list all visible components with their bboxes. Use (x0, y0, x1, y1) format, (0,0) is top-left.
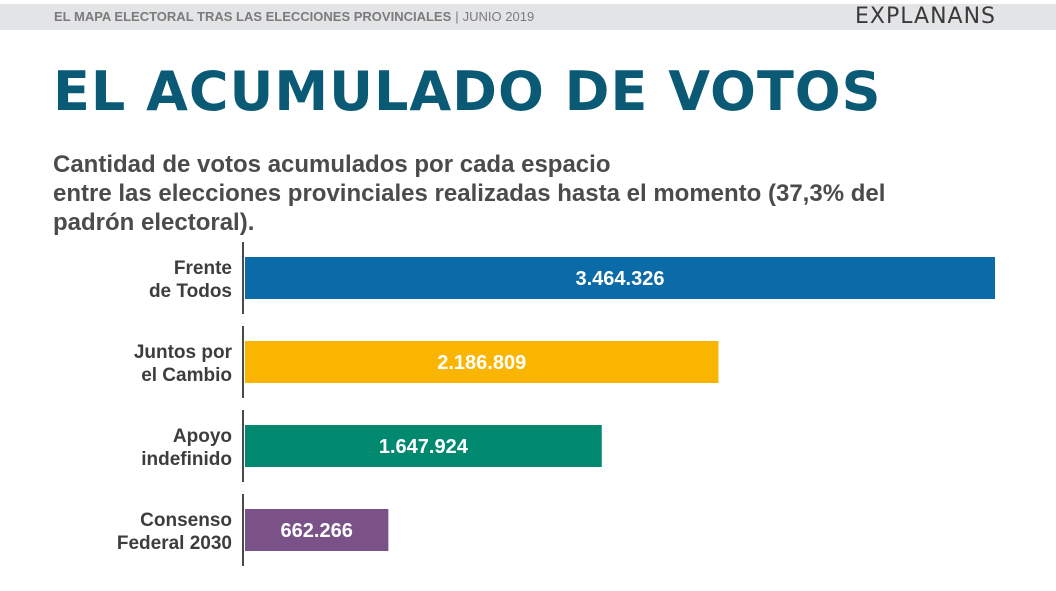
category-label: indefinido (141, 449, 232, 470)
category-label: Frente (174, 258, 232, 279)
subtitle-line-2: entre las elecciones provinciales realiz… (53, 180, 886, 207)
subtitle-line-3: padrón electoral). (53, 209, 255, 236)
section-header: EL MAPA ELECTORAL TRAS LAS ELECCIONES PR… (54, 4, 534, 30)
category-label: Juntos por (134, 342, 233, 363)
bar (245, 341, 719, 383)
brand-logo: EXPLANANS (855, 4, 996, 29)
category-label: Federal 2030 (117, 533, 232, 554)
bar (245, 509, 389, 551)
header-date: JUNIO 2019 (462, 9, 535, 24)
section-title: EL MAPA ELECTORAL TRAS LAS ELECCIONES PR… (54, 9, 452, 24)
top-header-bar: EL MAPA ELECTORAL TRAS LAS ELECCIONES PR… (0, 4, 1056, 30)
data-label: 2.186.809 (437, 352, 526, 374)
chart-subtitle: Cantidad de votos acumulados por cada es… (53, 150, 1013, 237)
page-title: EL ACUMULADO DE VOTOS (53, 60, 882, 123)
header-separator: | (455, 9, 459, 24)
bar (245, 425, 602, 467)
data-label: 1.647.924 (379, 436, 469, 458)
category-label: Consenso (140, 510, 232, 531)
bar (245, 257, 995, 299)
subtitle-line-1: Cantidad de votos acumulados por cada es… (53, 151, 611, 178)
data-label: 662.266 (281, 520, 353, 542)
category-label: Apoyo (173, 426, 232, 447)
category-label: el Cambio (141, 365, 232, 386)
data-label: 3.464.326 (576, 268, 665, 290)
category-label: de Todos (149, 281, 232, 302)
